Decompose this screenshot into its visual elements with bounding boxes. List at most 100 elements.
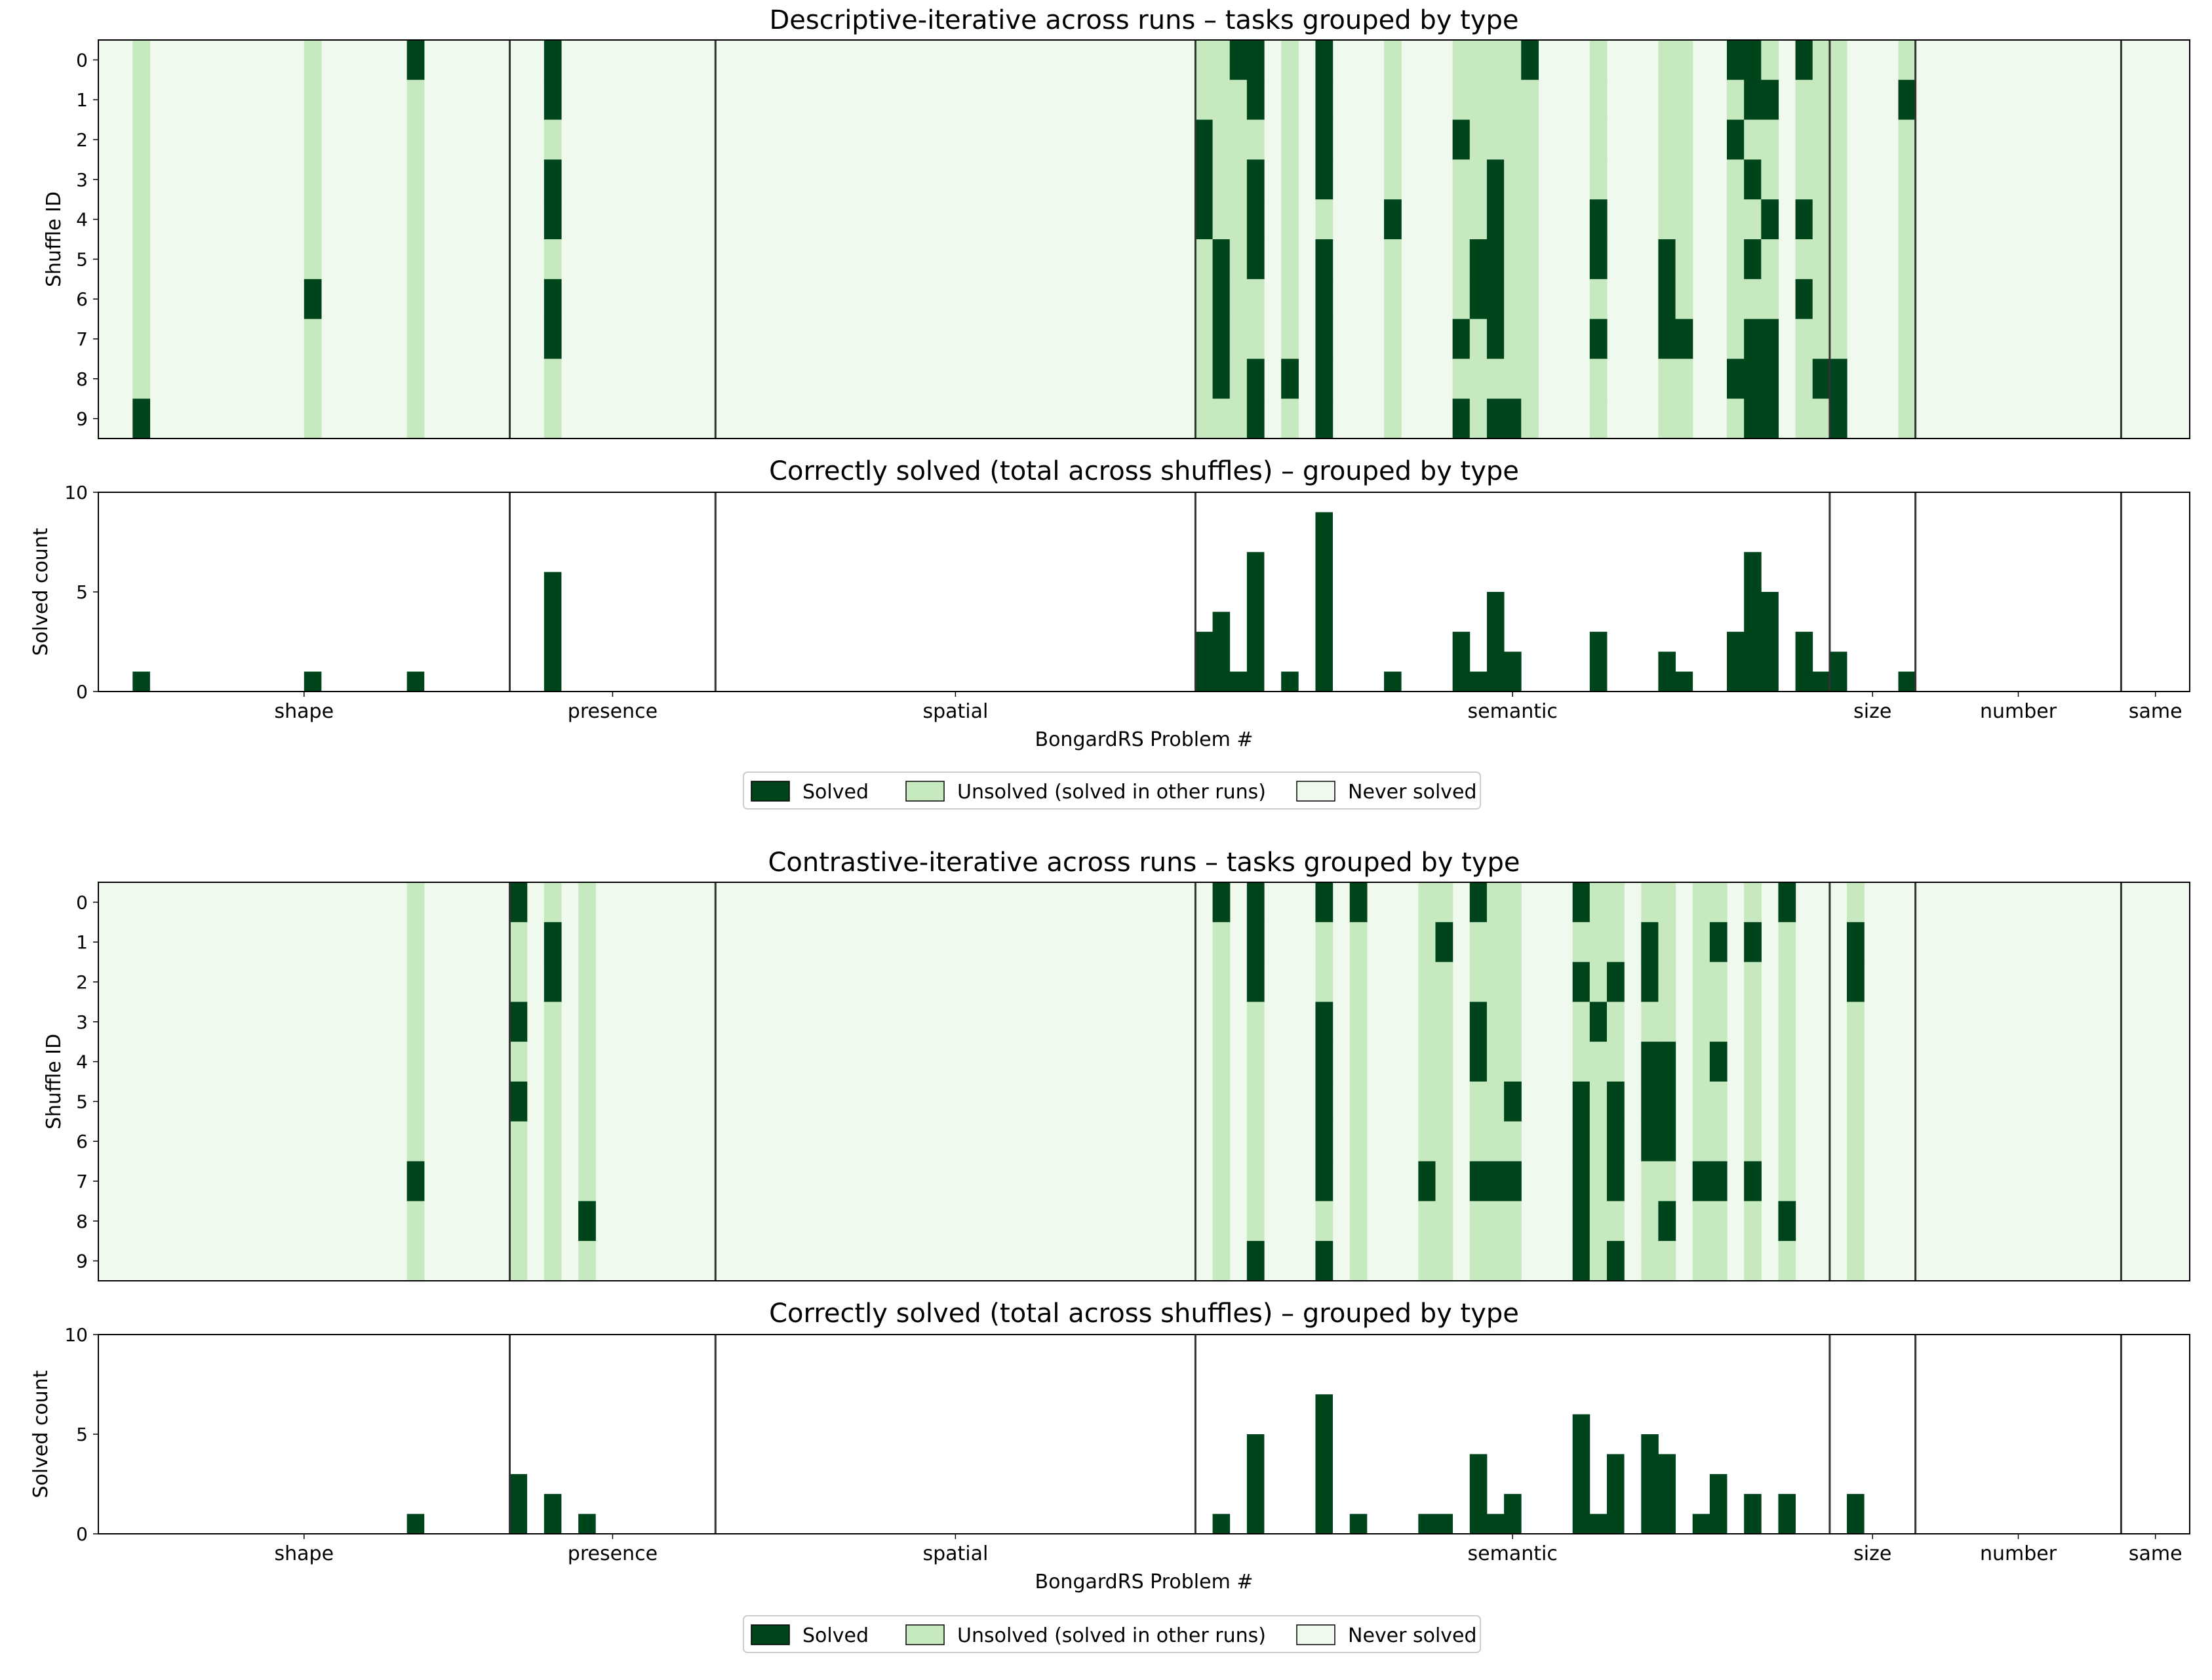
y-tick-label: 5 [76, 248, 88, 270]
heatmap-cell-unsolved [1452, 239, 1471, 280]
x-category-label: number [1980, 700, 2057, 723]
bar-background [98, 492, 2190, 692]
heatmap-cell-unsolved [1469, 1201, 1488, 1241]
heatmap-cell-solved [1641, 962, 1659, 1002]
x-category-label: spatial [922, 1542, 988, 1565]
bar-101 [1829, 652, 1847, 692]
heatmap-cell-solved [1572, 962, 1590, 1002]
heatmap-cell-unsolved [1847, 1002, 1865, 1042]
heatmap-cell-unsolved [1572, 1042, 1590, 1082]
heatmap-cell-unsolved [1315, 922, 1333, 963]
heatmap-cell-unsolved [1812, 159, 1830, 200]
heatmap-cell-unsolved [1435, 1082, 1453, 1122]
x-category-label: size [1853, 700, 1891, 723]
heatmap-panel-2: Contrastive-iterative across runs – task… [43, 848, 2190, 1281]
heatmap-cell-unsolved [1709, 1201, 1728, 1241]
heatmap-cell-unsolved [578, 1121, 596, 1162]
heatmap-cell-solved [1229, 40, 1248, 81]
y-tick-label: 2 [76, 129, 88, 151]
heatmap-cell-unsolved [1246, 1082, 1265, 1122]
heatmap-cell-solved [1504, 399, 1522, 439]
heatmap-cell-unsolved [1435, 1201, 1453, 1241]
heatmap-cell-solved [509, 882, 528, 923]
heatmap-cell-unsolved [1246, 119, 1265, 160]
heatmap-cell-unsolved [1658, 359, 1676, 399]
heatmap-cell-unsolved [1452, 159, 1471, 200]
heatmap-cell-solved [543, 922, 562, 963]
heatmap-cell-unsolved [1761, 239, 1779, 280]
heatmap-cell-solved [1658, 1082, 1676, 1122]
heatmap-cell-unsolved [1418, 1002, 1436, 1042]
legend-swatch-solved [751, 1624, 790, 1645]
heatmap-cell-unsolved [1452, 279, 1471, 320]
heatmap-cell-unsolved [1486, 1002, 1505, 1042]
heatmap-cell-unsolved [1349, 1241, 1368, 1281]
heatmap-cell-solved [1795, 199, 1813, 240]
x-category-label: size [1853, 1542, 1891, 1565]
heatmap-cell-unsolved [1195, 40, 1214, 81]
heatmap-cell-unsolved [1349, 1082, 1368, 1122]
heatmap-cell-unsolved [1418, 922, 1436, 963]
heatmap-cell-unsolved [406, 1121, 425, 1162]
heatmap-cell-solved [1452, 399, 1471, 439]
heatmap-cell-unsolved [578, 1042, 596, 1082]
heatmap-cell-unsolved [1847, 882, 1865, 923]
heatmap-cell-solved [1658, 239, 1676, 280]
heatmap-cell-unsolved [1229, 159, 1248, 200]
x-axis-label: BongardRS Problem # [1035, 728, 1254, 751]
heatmap-cell-unsolved [1589, 1082, 1608, 1122]
heatmap-cell-unsolved [1641, 1161, 1659, 1201]
axes-frame [98, 882, 2190, 1281]
heatmap-cell-solved [543, 962, 562, 1002]
heatmap-cell-unsolved [1709, 962, 1728, 1002]
heatmap-cell-unsolved [132, 359, 151, 399]
heatmap-cell-unsolved [1692, 1042, 1710, 1082]
heatmap-cell-unsolved [1435, 1161, 1453, 1201]
bar-105 [1898, 671, 1916, 692]
y-tick-label: 0 [76, 49, 88, 71]
heatmap-cell-unsolved [1572, 922, 1590, 963]
heatmap-cell-unsolved [1606, 882, 1625, 923]
y-tick-label: 0 [76, 1523, 88, 1545]
heatmap-cell-unsolved [406, 1042, 425, 1082]
heatmap-cell-unsolved [1504, 319, 1522, 359]
heatmap-cell-unsolved [1744, 199, 1762, 240]
legend: Solved Unsolved (solved in other runs) Nev… [743, 772, 1481, 810]
heatmap-cell-unsolved [1384, 239, 1402, 280]
heatmap-cell-unsolved [1744, 279, 1762, 320]
heatmap-cell-unsolved [543, 1121, 562, 1162]
heatmap-cell-unsolved [1812, 119, 1830, 160]
heatmap-cell-unsolved [1709, 882, 1728, 923]
heatmap-cell-unsolved [1898, 119, 1916, 160]
heatmap-cell-unsolved [1195, 319, 1214, 359]
heatmap-cell-unsolved [1418, 962, 1436, 1002]
heatmap-cell-unsolved [1812, 40, 1830, 81]
heatmap-cell-unsolved [1812, 239, 1830, 280]
heatmap-cell-unsolved [1847, 1241, 1865, 1281]
bar-80 [1469, 671, 1488, 692]
heatmap-cell-unsolved [1229, 319, 1248, 359]
heatmap-cell-unsolved [1418, 1241, 1436, 1281]
heatmap-cell-unsolved [578, 922, 596, 963]
heatmap-cell-unsolved [1195, 399, 1214, 439]
heatmap-cell-unsolved [1829, 159, 1847, 200]
heatmap-cell-unsolved [543, 399, 562, 439]
heatmap-cell-unsolved [578, 1161, 596, 1201]
heatmap-cell-unsolved [543, 1042, 562, 1082]
heatmap-cell-unsolved [406, 159, 425, 200]
heatmap-cell-unsolved [509, 1121, 528, 1162]
heatmap-cell-unsolved [1246, 1042, 1265, 1082]
y-axis-label: Shuffle ID [43, 191, 66, 287]
heatmap-cell-unsolved [406, 79, 425, 121]
heatmap-cell-solved [509, 1002, 528, 1042]
heatmap-cell-solved [1315, 40, 1333, 81]
heatmap-cell-solved [1315, 359, 1333, 399]
bar-88 [1606, 1454, 1625, 1534]
heatmap-cell-unsolved [1212, 119, 1231, 160]
heatmap-cell-unsolved [406, 319, 425, 359]
heatmap-cell-solved [1658, 1121, 1676, 1162]
heatmap-cell-solved [1486, 199, 1505, 240]
heatmap-cell-unsolved [1898, 399, 1916, 439]
chart-title: Correctly solved (total across shuffles)… [769, 1299, 1519, 1329]
